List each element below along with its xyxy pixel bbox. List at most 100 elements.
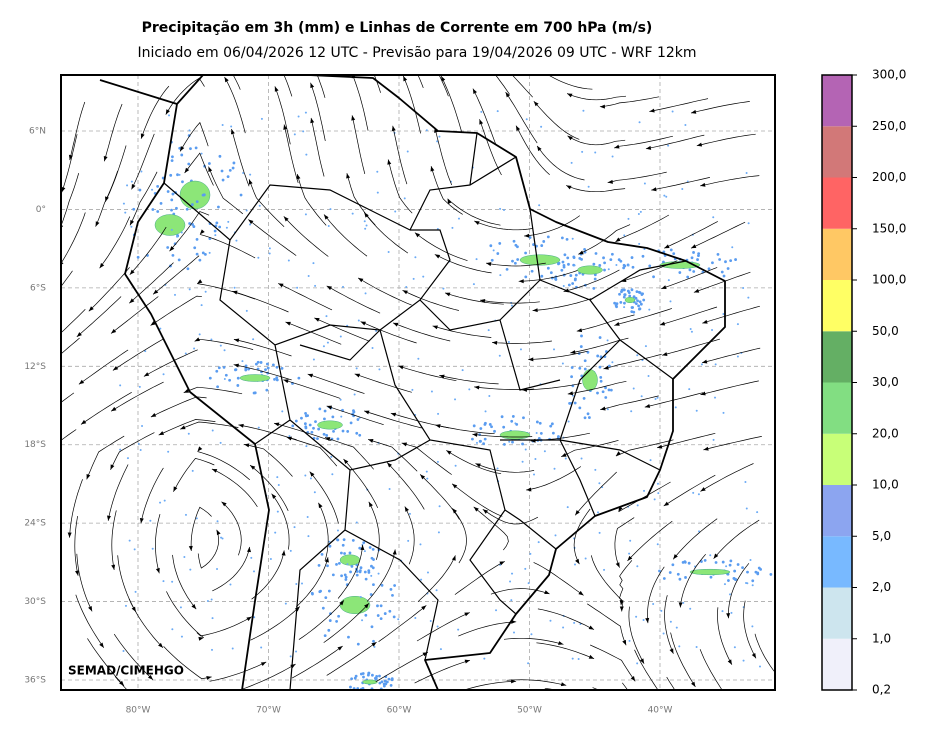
rain-dot bbox=[385, 680, 389, 684]
rain-dot bbox=[156, 210, 160, 213]
axis-labels: 6°N 0° 6°S 12°S 18°S 24°S 30°S 36°S 80°W 70°W 60°W… bbox=[24, 127, 672, 716]
rain-dot bbox=[392, 615, 396, 619]
stream-arrow bbox=[499, 561, 505, 566]
streamline bbox=[61, 429, 77, 441]
stream-arrow bbox=[678, 602, 683, 608]
rain-dot bbox=[275, 376, 279, 380]
streamline bbox=[298, 600, 345, 640]
rain-dot bbox=[232, 161, 236, 165]
lat-label: 12°S bbox=[24, 362, 46, 372]
grid bbox=[61, 75, 775, 690]
rain-dot bbox=[411, 388, 414, 391]
streamline bbox=[561, 439, 619, 458]
rain-dot bbox=[751, 579, 755, 583]
streamline bbox=[197, 451, 251, 481]
rain-dot bbox=[250, 556, 253, 559]
rain-dot bbox=[126, 184, 129, 187]
rain-dot bbox=[307, 535, 310, 538]
stream-arrow bbox=[368, 501, 373, 508]
stream-arrow bbox=[111, 564, 116, 570]
rain-dot bbox=[722, 274, 726, 278]
streamline bbox=[296, 173, 327, 226]
rain-dot bbox=[368, 546, 372, 549]
rain-dot bbox=[736, 355, 739, 358]
rain-dot bbox=[566, 256, 570, 260]
rain-dot bbox=[281, 410, 284, 413]
rain-dot bbox=[630, 288, 634, 292]
streamline bbox=[232, 75, 241, 90]
rain-dot bbox=[201, 251, 205, 255]
colorbar-label: 150,0 bbox=[872, 221, 906, 235]
rain-dot bbox=[727, 579, 730, 582]
colorbar-label: 1,0 bbox=[872, 631, 891, 645]
rain-dot bbox=[329, 612, 332, 616]
rain-dot bbox=[313, 491, 316, 494]
streamline bbox=[434, 254, 492, 274]
rain-dot bbox=[615, 305, 618, 309]
stream-arrow bbox=[492, 340, 498, 345]
rain-dot bbox=[488, 395, 491, 398]
streamline bbox=[74, 516, 79, 576]
rain-dot bbox=[178, 173, 181, 176]
rain-dot bbox=[425, 470, 428, 473]
rain-dot bbox=[136, 255, 140, 259]
rain-dot bbox=[583, 367, 587, 371]
streamline bbox=[590, 555, 623, 606]
stream-arrow bbox=[364, 603, 369, 609]
rain-dot bbox=[622, 295, 626, 299]
rain-dot bbox=[216, 568, 219, 571]
rain-dot bbox=[621, 288, 625, 292]
streamline bbox=[600, 395, 659, 410]
stream-arrow bbox=[358, 277, 364, 283]
rain-dot bbox=[598, 336, 602, 339]
rain-dot bbox=[200, 152, 203, 155]
rain-dot bbox=[686, 275, 690, 279]
rain-dot bbox=[364, 613, 368, 617]
rain-dot bbox=[426, 477, 429, 480]
rain-dot bbox=[144, 350, 147, 353]
rain-dot bbox=[756, 511, 759, 514]
stream-arrow bbox=[486, 262, 492, 267]
rain-dot bbox=[287, 259, 290, 262]
streamline bbox=[352, 75, 369, 131]
stream-arrow bbox=[354, 373, 361, 378]
rain-dot bbox=[587, 185, 590, 188]
stream-arrow bbox=[703, 446, 709, 451]
rain-dot bbox=[162, 580, 165, 583]
stream-arrow bbox=[232, 290, 238, 295]
stream-arrow bbox=[421, 605, 427, 611]
stream-arrow bbox=[238, 423, 244, 428]
stream-arrow bbox=[528, 357, 534, 362]
rain-dot bbox=[159, 327, 162, 330]
rain-dot bbox=[546, 266, 550, 270]
rain-dot bbox=[331, 415, 335, 419]
rain-dot bbox=[723, 583, 726, 586]
stream-arrow bbox=[248, 219, 254, 225]
rain-dot bbox=[637, 304, 640, 308]
lat-label: 0° bbox=[36, 205, 46, 215]
stream-arrow bbox=[391, 125, 396, 132]
rain-dot bbox=[745, 172, 748, 175]
rain-dot bbox=[253, 616, 256, 619]
rain-dot bbox=[367, 671, 371, 675]
rain-dot bbox=[596, 391, 599, 395]
streamline bbox=[627, 520, 673, 562]
streamline bbox=[152, 255, 200, 295]
colorbar-segment bbox=[822, 331, 852, 383]
rain-dot bbox=[689, 327, 692, 330]
rain-dot bbox=[166, 246, 170, 249]
map-background bbox=[61, 75, 775, 690]
stream-arrow bbox=[603, 365, 609, 370]
rain-dot bbox=[170, 198, 174, 202]
rain-dot bbox=[583, 416, 587, 420]
rain-dot bbox=[296, 286, 299, 289]
stream-arrow bbox=[233, 363, 239, 368]
rain-dot bbox=[176, 235, 179, 238]
stream-arrow bbox=[318, 502, 323, 509]
rain-dot bbox=[128, 539, 131, 542]
rain-dot bbox=[635, 615, 638, 618]
rain-dot bbox=[208, 251, 211, 254]
stream-arrow bbox=[216, 529, 221, 536]
rain-dot bbox=[370, 564, 373, 568]
rain-dot bbox=[249, 173, 252, 176]
